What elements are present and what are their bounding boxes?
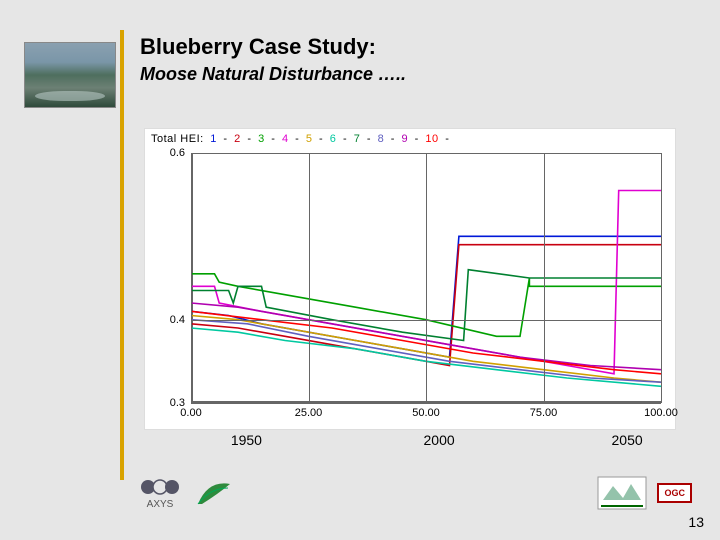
year-label: 2050 bbox=[612, 432, 643, 448]
thumbnail-image bbox=[24, 42, 116, 108]
gridline-v bbox=[426, 153, 427, 403]
region-logo bbox=[597, 476, 647, 510]
gridline-v bbox=[191, 153, 192, 403]
gridline-v bbox=[309, 153, 310, 403]
page-title: Blueberry Case Study: bbox=[140, 34, 376, 60]
leaf-logo bbox=[194, 478, 234, 508]
xtick-label: 25.00 bbox=[295, 403, 323, 419]
logos-right: OGC bbox=[597, 476, 692, 510]
ytick-label: 0.4 bbox=[170, 314, 191, 326]
xtick-label: 0.00 bbox=[180, 403, 201, 419]
axys-label: AXYS bbox=[140, 499, 180, 510]
logos-left: AXYS bbox=[140, 475, 234, 510]
page-subtitle: Moose Natural Disturbance ….. bbox=[140, 64, 406, 85]
gridline-v bbox=[661, 153, 662, 403]
year-label: 2000 bbox=[424, 432, 455, 448]
xtick-label: 50.00 bbox=[412, 403, 440, 419]
xtick-label: 75.00 bbox=[530, 403, 558, 419]
ogc-logo: OGC bbox=[657, 483, 692, 503]
chart-container: Total HEI: 1 - 2 - 3 - 4 - 5 - 6 - 7 - 8… bbox=[144, 128, 676, 430]
slide: Blueberry Case Study: Moose Natural Dist… bbox=[0, 0, 720, 540]
chart-plot-area: 0.30.40.60.0025.0050.0075.00100.00 bbox=[191, 153, 661, 403]
xtick-label: 100.00 bbox=[644, 403, 678, 419]
gridline-v bbox=[544, 153, 545, 403]
chart-legend: Total HEI: 1 - 2 - 3 - 4 - 5 - 6 - 7 - 8… bbox=[151, 133, 449, 145]
ytick-label: 0.6 bbox=[170, 147, 191, 159]
axys-logo: AXYS bbox=[140, 475, 180, 510]
slide-number: 13 bbox=[688, 514, 704, 530]
accent-bar bbox=[120, 30, 124, 480]
ogc-label: OGC bbox=[664, 488, 685, 498]
year-label: 1950 bbox=[231, 432, 262, 448]
